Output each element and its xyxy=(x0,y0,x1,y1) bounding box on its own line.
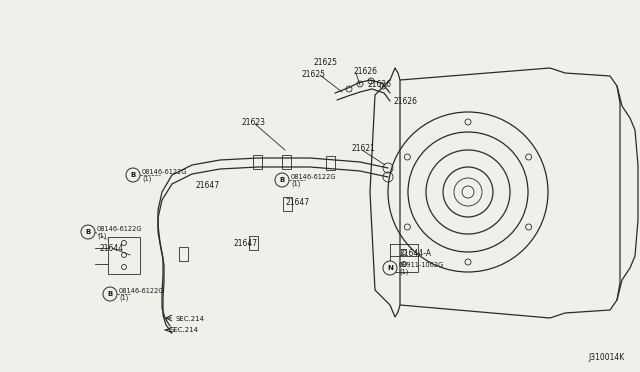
Text: B: B xyxy=(131,172,136,178)
Text: 08146-6122G: 08146-6122G xyxy=(142,169,188,175)
Text: 08146-6122G: 08146-6122G xyxy=(119,288,164,294)
Text: 21621: 21621 xyxy=(352,144,376,153)
Text: (1): (1) xyxy=(97,233,106,239)
Circle shape xyxy=(126,168,140,182)
Bar xyxy=(179,247,188,261)
Text: 08146-6122G: 08146-6122G xyxy=(291,174,337,180)
Text: 21644-A: 21644-A xyxy=(400,250,432,259)
Circle shape xyxy=(383,261,397,275)
Text: 21626: 21626 xyxy=(353,67,377,76)
Text: (1): (1) xyxy=(291,181,300,187)
Text: (1): (1) xyxy=(142,176,152,182)
Circle shape xyxy=(275,173,289,187)
Bar xyxy=(248,236,257,250)
Circle shape xyxy=(81,225,95,239)
Text: (1): (1) xyxy=(399,269,408,275)
Text: SEC.214: SEC.214 xyxy=(170,327,199,333)
Text: 21626: 21626 xyxy=(393,96,417,106)
Text: N: N xyxy=(387,265,393,271)
Text: 21647: 21647 xyxy=(285,198,309,206)
Text: B: B xyxy=(280,177,285,183)
Text: 21647: 21647 xyxy=(196,180,220,189)
Circle shape xyxy=(103,287,117,301)
Bar xyxy=(282,155,291,169)
Text: B: B xyxy=(108,291,113,297)
Text: 21626: 21626 xyxy=(368,80,392,89)
Bar xyxy=(282,197,291,211)
Text: 21644: 21644 xyxy=(100,244,124,253)
Text: 21623: 21623 xyxy=(242,118,266,126)
Bar xyxy=(253,155,262,169)
Text: (1): (1) xyxy=(119,295,129,301)
Text: 21647: 21647 xyxy=(233,238,257,247)
Text: 08911-1062G: 08911-1062G xyxy=(399,262,444,268)
Text: 08146-6122G: 08146-6122G xyxy=(97,226,143,232)
Text: SEC.214: SEC.214 xyxy=(176,316,205,322)
Text: 21625: 21625 xyxy=(313,58,337,67)
Text: 21625: 21625 xyxy=(302,70,326,78)
Text: J310014K: J310014K xyxy=(589,353,625,362)
Text: B: B xyxy=(85,229,91,235)
Bar xyxy=(326,156,335,170)
